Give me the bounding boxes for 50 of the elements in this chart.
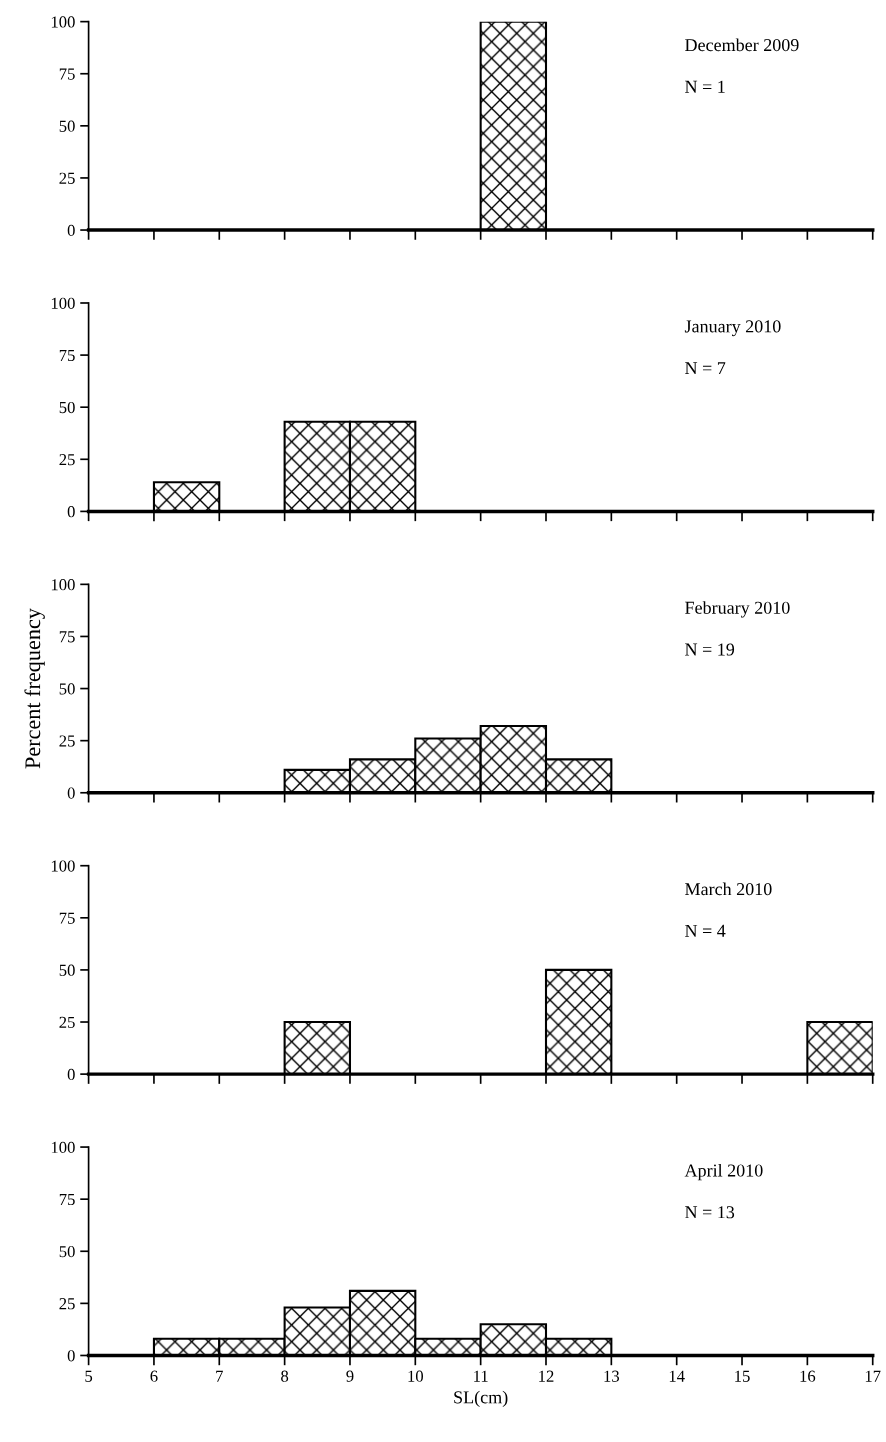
y-tick-label: 0 [67, 506, 75, 518]
y-tick-label: 25 [59, 1016, 75, 1028]
x-tick-label: 10 [408, 1370, 424, 1382]
y-tick-label: 100 [51, 1141, 75, 1154]
annotation: N = 13 [685, 1206, 735, 1219]
x-axis-title: SL(cm) [454, 1390, 508, 1408]
y-tick-label: 75 [59, 1194, 75, 1206]
annotation: N = 7 [685, 362, 726, 375]
annotation: N = 4 [685, 924, 726, 937]
y-tick-label: 25 [59, 1298, 75, 1310]
y-tick-label: 100 [51, 16, 75, 28]
annotation: January 2010 [684, 320, 781, 337]
y-tick-label: 100 [51, 579, 75, 591]
y-tick-label: 50 [59, 401, 75, 414]
y-tick-label: 75 [59, 349, 75, 362]
x-tick-label: 9 [346, 1370, 354, 1382]
y-tick-label: 25 [59, 454, 75, 466]
annotation: February 2010 [685, 601, 790, 618]
x-tick-label: 14 [669, 1370, 685, 1382]
y-tick-label: 0 [67, 224, 75, 236]
y-tick-label: 75 [59, 912, 75, 924]
y-tick-label: 100 [51, 297, 75, 309]
y-tick-label: 50 [59, 683, 75, 695]
x-tick-label: 5 [85, 1370, 93, 1382]
y-tick-label: 100 [51, 860, 75, 872]
y-tick-label: 0 [67, 1350, 75, 1362]
y-tick-label: 75 [59, 631, 75, 643]
annotation: N = 19 [685, 643, 735, 656]
x-tick-label: 7 [216, 1370, 223, 1382]
x-tick-label: 12 [539, 1370, 554, 1382]
annotation: December 2009 [685, 38, 799, 52]
y-tick-label: 75 [59, 68, 75, 80]
annotation: April 2010 [684, 1163, 763, 1181]
annotation: N = 1 [685, 80, 725, 93]
y-tick-label: 25 [59, 172, 75, 184]
x-tick-label: 16 [800, 1370, 816, 1382]
x-tick-label: 11 [474, 1370, 488, 1382]
x-tick-label: 13 [604, 1370, 620, 1382]
annotation: March 2010 [685, 882, 772, 896]
x-tick-label: 8 [281, 1370, 289, 1382]
y-axis-title: Percent frequency [24, 608, 45, 769]
y-tick-label: 50 [59, 1245, 75, 1258]
x-tick-label: 15 [735, 1370, 750, 1382]
x-tick-label: 17 [865, 1370, 881, 1382]
y-tick-label: 0 [67, 1068, 75, 1081]
y-tick-label: 50 [59, 120, 75, 132]
x-tick-label: 6 [150, 1370, 158, 1382]
y-tick-label: 0 [67, 787, 75, 799]
y-tick-label: 25 [59, 735, 75, 747]
y-tick-label: 50 [59, 964, 75, 976]
